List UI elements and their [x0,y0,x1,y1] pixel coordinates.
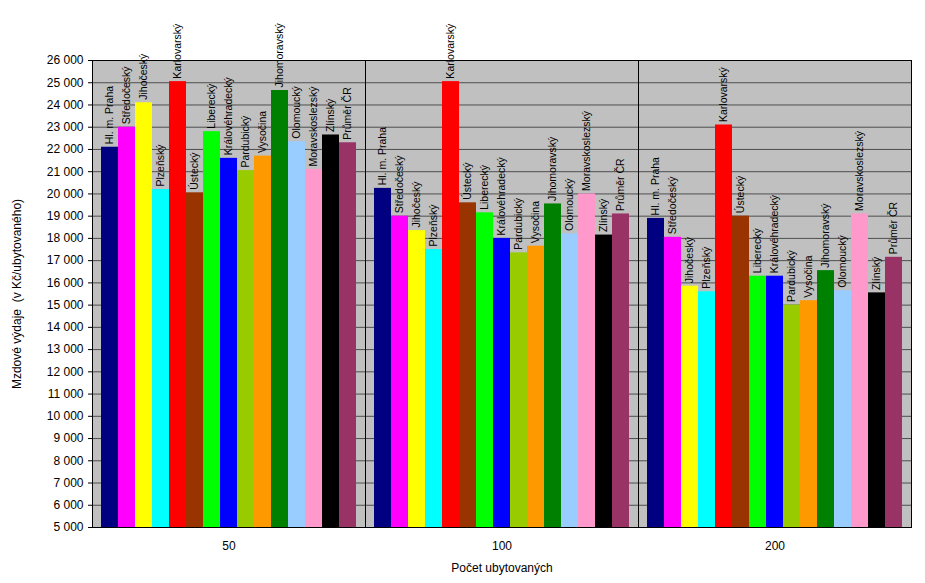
svg-text:Moravskoslezský: Moravskoslezský [580,110,592,191]
svg-text:Středočeský: Středočeský [666,176,678,235]
svg-text:Hl. m. Praha: Hl. m. Praha [103,86,115,145]
svg-text:Středočeský: Středočeský [393,155,405,214]
svg-text:Plzeňský: Plzeňský [700,246,712,289]
svg-text:17 000: 17 000 [47,253,84,267]
svg-text:Královéhradecký: Královéhradecký [222,76,234,155]
svg-text:Průměr ČR: Průměr ČR [341,87,353,140]
svg-text:Jihomoravský: Jihomoravský [273,23,285,88]
svg-text:Středočeský: Středočeský [120,66,132,125]
svg-text:Pardubický: Pardubický [239,115,251,168]
svg-text:Zlínský: Zlínský [597,198,609,232]
svg-text:13 000: 13 000 [47,342,84,356]
svg-text:Jihomoravský: Jihomoravský [819,203,831,268]
svg-text:Jihočeský: Jihočeský [410,181,422,228]
svg-text:Královéhradecký: Královéhradecký [495,156,507,235]
svg-text:Plzeňský: Plzeňský [427,204,439,247]
svg-text:25 000: 25 000 [47,76,84,90]
svg-text:Ústecký: Ústecký [188,152,200,190]
svg-text:22 000: 22 000 [47,142,84,156]
svg-text:Průměr ČR: Průměr ČR [887,201,899,254]
svg-text:19 000: 19 000 [47,209,84,223]
svg-text:Královéhradecký: Královéhradecký [768,194,780,273]
svg-text:Karlovarský: Karlovarský [444,23,456,79]
svg-text:Olomoucký: Olomoucký [563,178,575,231]
svg-text:Olomoucký: Olomoucký [836,234,848,287]
svg-text:200: 200 [765,539,785,553]
svg-text:Vysočina: Vysočina [529,201,541,243]
svg-text:50: 50 [222,539,236,553]
svg-text:Počet ubytovaných: Počet ubytovaných [451,561,552,575]
svg-text:Olomoucký: Olomoucký [290,85,302,138]
svg-text:24 000: 24 000 [47,98,84,112]
svg-text:Ústecký: Ústecký [734,175,746,213]
svg-text:7 000: 7 000 [53,476,83,490]
svg-text:21 000: 21 000 [47,165,84,179]
svg-text:Mzdové výdaje (v Kč/ubytované: Mzdové výdaje (v Kč/ubytovaného) [10,199,24,389]
svg-text:6 000: 6 000 [53,498,83,512]
svg-text:Hl. m. Praha: Hl. m. Praha [649,157,661,216]
svg-text:11 000: 11 000 [48,387,84,401]
svg-text:Karlovarský: Karlovarský [717,66,729,122]
svg-text:16 000: 16 000 [47,276,84,290]
svg-text:12 000: 12 000 [47,365,84,379]
svg-text:Hl. m. Praha: Hl. m. Praha [376,127,388,186]
svg-text:Zlínský: Zlínský [870,256,882,290]
svg-text:26 000: 26 000 [47,53,84,67]
svg-text:Ústecký: Ústecký [461,162,473,200]
svg-text:Moravskoslezský: Moravskoslezský [307,86,319,167]
svg-text:8 000: 8 000 [53,454,83,468]
svg-text:Liberecký: Liberecký [205,83,217,129]
svg-text:Vysočina: Vysočina [256,111,268,153]
svg-text:23 000: 23 000 [47,120,84,134]
svg-text:Jihomoravský: Jihomoravský [546,136,558,201]
svg-text:18 000: 18 000 [47,231,84,245]
svg-text:Liberecký: Liberecký [478,164,490,210]
svg-text:Moravskoslezský: Moravskoslezský [853,130,865,211]
svg-text:Plzeňský: Plzeňský [154,144,166,187]
svg-text:100: 100 [492,539,512,553]
svg-text:Průměr ČR: Průměr ČR [614,158,626,211]
svg-text:Vysočina: Vysočina [802,255,814,297]
svg-text:15 000: 15 000 [47,298,84,312]
svg-text:5 000: 5 000 [53,520,83,534]
svg-text:Pardubický: Pardubický [512,197,524,250]
svg-text:Liberecký: Liberecký [751,228,763,274]
svg-text:20 000: 20 000 [47,187,84,201]
svg-text:Jihočeský: Jihočeský [683,236,695,283]
svg-text:Karlovarský: Karlovarský [171,23,183,79]
svg-text:Jihočeský: Jihočeský [137,53,149,100]
svg-text:Zlínský: Zlínský [324,98,336,132]
svg-text:9 000: 9 000 [53,431,83,445]
svg-text:14 000: 14 000 [47,320,84,334]
svg-text:Pardubický: Pardubický [785,249,797,302]
svg-text:10 000: 10 000 [47,409,84,423]
